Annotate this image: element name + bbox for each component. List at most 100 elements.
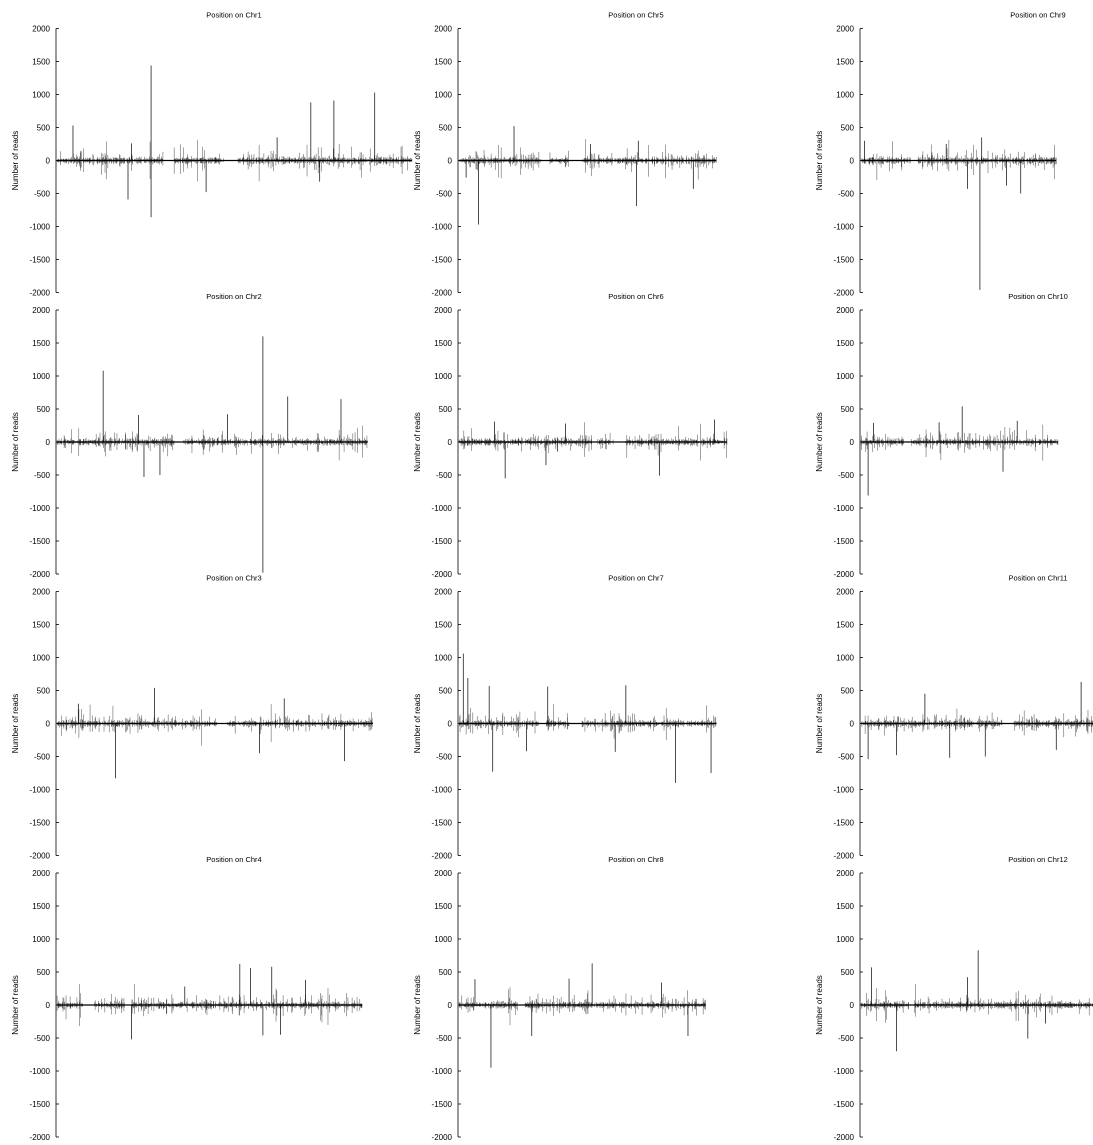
y-tick-label: 2000 <box>434 306 452 315</box>
read-signal <box>56 704 373 746</box>
y-tick-label: 0 <box>46 438 51 447</box>
y-tick-label: 1000 <box>836 935 854 944</box>
y-tick-label: 0 <box>850 157 855 166</box>
chart-title: Position on Chr5 <box>608 11 663 20</box>
chart-title: Position on Chr7 <box>608 574 663 583</box>
y-tick-label: -2000 <box>30 852 51 861</box>
y-tick-label: 1500 <box>32 58 50 67</box>
y-tick-label: -500 <box>838 190 855 199</box>
chart-panel: Position on Chr10 2000 1500 1000 500 0 -500 -10… <box>815 292 1068 579</box>
y-axis-label: Number of reads <box>815 975 824 1035</box>
y-tick-label: 500 <box>439 405 453 414</box>
y-tick-label: 0 <box>46 720 51 729</box>
y-tick-label: 500 <box>37 968 51 977</box>
y-tick-label: -500 <box>838 753 855 762</box>
y-tick-label: 1500 <box>32 902 50 911</box>
y-tick-label: 2000 <box>836 306 854 315</box>
y-axis-label: Number of reads <box>11 975 20 1035</box>
y-axis-label: Number of reads <box>11 412 20 472</box>
chart-title: Position on Chr10 <box>1008 292 1068 301</box>
y-tick-label: 500 <box>841 405 855 414</box>
y-tick-label: -500 <box>34 1034 51 1043</box>
y-tick-label: -1000 <box>30 1067 51 1076</box>
y-tick-label: -2000 <box>30 1133 51 1142</box>
chart-panel: Position on Chr2 2000 1500 1000 500 0 -500 -100… <box>11 292 368 579</box>
y-tick-label: 1500 <box>32 621 50 630</box>
chart-title: Position on Chr2 <box>206 292 261 301</box>
read-bars <box>458 987 706 1026</box>
y-tick-label: -1500 <box>30 819 51 828</box>
y-tick-label: 2000 <box>836 25 854 34</box>
y-tick-label: 1000 <box>32 91 50 100</box>
y-tick-label: -2000 <box>432 1133 453 1142</box>
y-tick-label: 1500 <box>32 339 50 348</box>
y-tick-label: -1500 <box>432 1100 453 1109</box>
y-tick-label: -1500 <box>30 1100 51 1109</box>
chart-panel: Position on Chr1 2000 1500 1000 500 0 -500 -100… <box>11 11 413 298</box>
read-bars <box>458 139 717 180</box>
chart-panel: Position on Chr5 2000 1500 1000 500 0 -500 -100… <box>413 11 717 298</box>
y-tick-label: -1000 <box>834 786 855 795</box>
y-tick-label: -500 <box>436 471 453 480</box>
read-bars <box>56 425 368 461</box>
y-tick-label: -1500 <box>834 537 855 546</box>
y-tick-label: -2000 <box>432 570 453 579</box>
read-signal <box>458 704 717 741</box>
y-tick-label: 0 <box>46 157 51 166</box>
y-tick-label: 2000 <box>836 588 854 597</box>
y-tick-label: -500 <box>34 190 51 199</box>
y-tick-label: 1500 <box>836 58 854 67</box>
y-tick-label: 1000 <box>434 654 452 663</box>
y-axis-label: Number of reads <box>815 131 824 191</box>
y-tick-label: 500 <box>37 405 51 414</box>
y-tick-label: 1500 <box>434 58 452 67</box>
y-tick-label: -1000 <box>432 1067 453 1076</box>
chart-title: Position on Chr8 <box>608 855 663 864</box>
y-tick-label: -500 <box>34 753 51 762</box>
chart-panel: Position on Chr8 2000 1500 1000 500 0 -500 -100… <box>413 855 706 1142</box>
y-tick-label: 1000 <box>434 372 452 381</box>
y-axis-label: Number of reads <box>11 131 20 191</box>
read-bars <box>860 984 1093 1023</box>
y-tick-label: 500 <box>841 687 855 696</box>
y-tick-label: 1500 <box>836 902 854 911</box>
chart-panel: Position on Chr9 2000 1500 1000 500 0 -500 -100… <box>815 11 1066 298</box>
chart-title: Position on Chr11 <box>1008 574 1067 583</box>
y-tick-label: -1500 <box>834 1100 855 1109</box>
y-tick-label: 1000 <box>836 372 854 381</box>
y-axis-label: Number of reads <box>413 131 422 191</box>
y-tick-label: 0 <box>448 720 453 729</box>
y-tick-label: 500 <box>37 124 51 133</box>
y-tick-label: -1000 <box>30 223 51 232</box>
y-tick-label: 2000 <box>32 25 50 34</box>
y-tick-label: 1000 <box>434 91 452 100</box>
y-tick-label: -500 <box>838 1034 855 1043</box>
y-axis-label: Number of reads <box>815 412 824 472</box>
y-axis-label: Number of reads <box>815 694 824 754</box>
y-tick-label: 1500 <box>836 339 854 348</box>
y-tick-label: 0 <box>850 438 855 447</box>
chart-panel: Position on Chr7 2000 1500 1000 500 0 -500 -100… <box>413 574 717 861</box>
chart-title: Position on Chr3 <box>206 574 261 583</box>
read-signal <box>458 139 717 180</box>
y-tick-label: 500 <box>439 968 453 977</box>
y-tick-label: -500 <box>436 190 453 199</box>
y-tick-label: 2000 <box>434 588 452 597</box>
y-tick-label: -2000 <box>834 1133 855 1142</box>
y-tick-label: 1000 <box>434 935 452 944</box>
y-tick-label: -1500 <box>30 537 51 546</box>
chart-title: Position on Chr9 <box>1010 11 1065 20</box>
chart-panel: Position on Chr4 2000 1500 1000 500 0 -500 -100… <box>11 855 363 1142</box>
read-bars <box>56 704 373 746</box>
y-axis-label: Number of reads <box>413 975 422 1035</box>
y-tick-label: 1500 <box>434 339 452 348</box>
chart-title: Position on Chr1 <box>206 11 261 20</box>
y-tick-label: 0 <box>448 1001 453 1010</box>
y-tick-label: 2000 <box>836 869 854 878</box>
y-axis-label: Number of reads <box>11 694 20 754</box>
y-tick-label: 1000 <box>32 654 50 663</box>
y-tick-label: 0 <box>46 1001 51 1010</box>
y-tick-label: -1000 <box>30 504 51 513</box>
y-tick-label: -2000 <box>834 289 855 298</box>
